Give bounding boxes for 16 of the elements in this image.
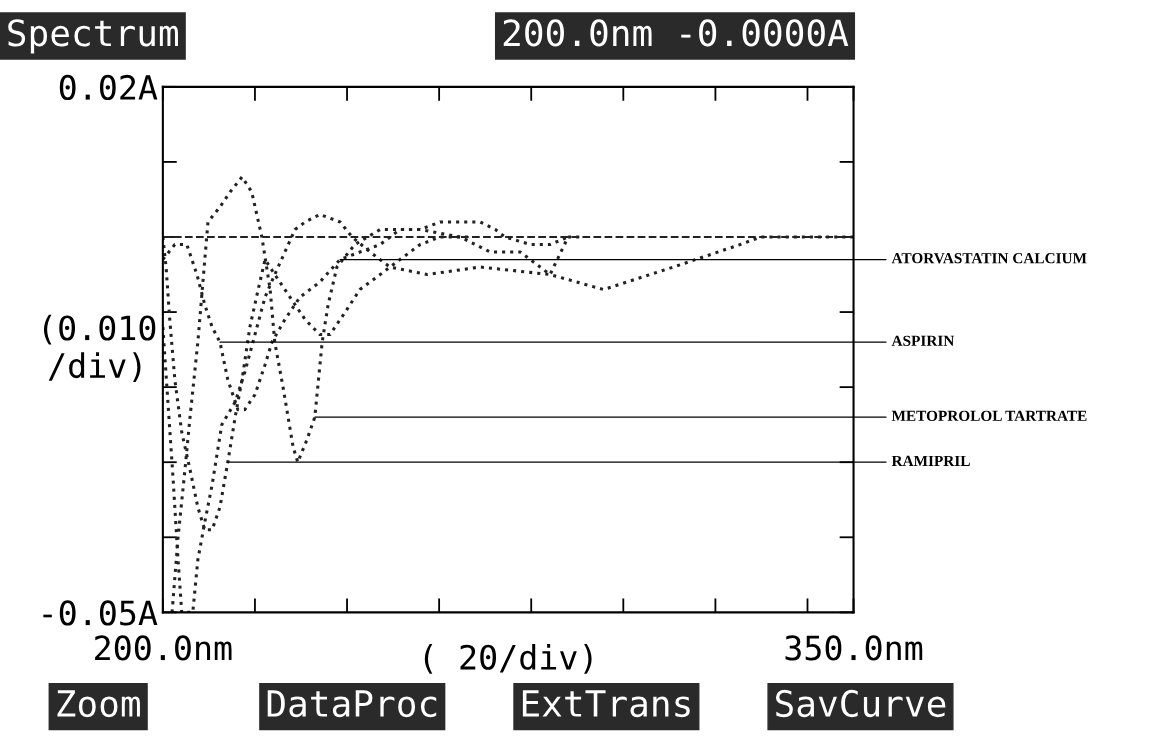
x-axis-title: ( 20/div) <box>424 644 592 674</box>
text: DataProc <box>267 690 437 718</box>
y-tick-label: -0.05A <box>43 600 158 626</box>
annotation: ASPIRIN <box>891 335 955 346</box>
text: ExtTrans <box>522 690 690 718</box>
annotation: RAMIPRIL <box>891 455 970 466</box>
chart-title: Spectrum <box>8 19 178 54</box>
x-tick-label: 350.0nm <box>785 635 923 661</box>
text: 200.0nm -0.0000A <box>503 19 849 47</box>
text: Zoom <box>57 690 140 718</box>
text: SavCurve <box>775 689 946 718</box>
annotation: ATORVASTATIN CALCIUM <box>891 253 1087 264</box>
y-tick-label: 0.02A <box>59 74 158 101</box>
annotation: METOPROLOL TARTRATE <box>891 410 1087 421</box>
x-tick-label: 200.0nm <box>95 635 232 661</box>
y-axis-title: (0.010 /div) <box>43 314 156 383</box>
